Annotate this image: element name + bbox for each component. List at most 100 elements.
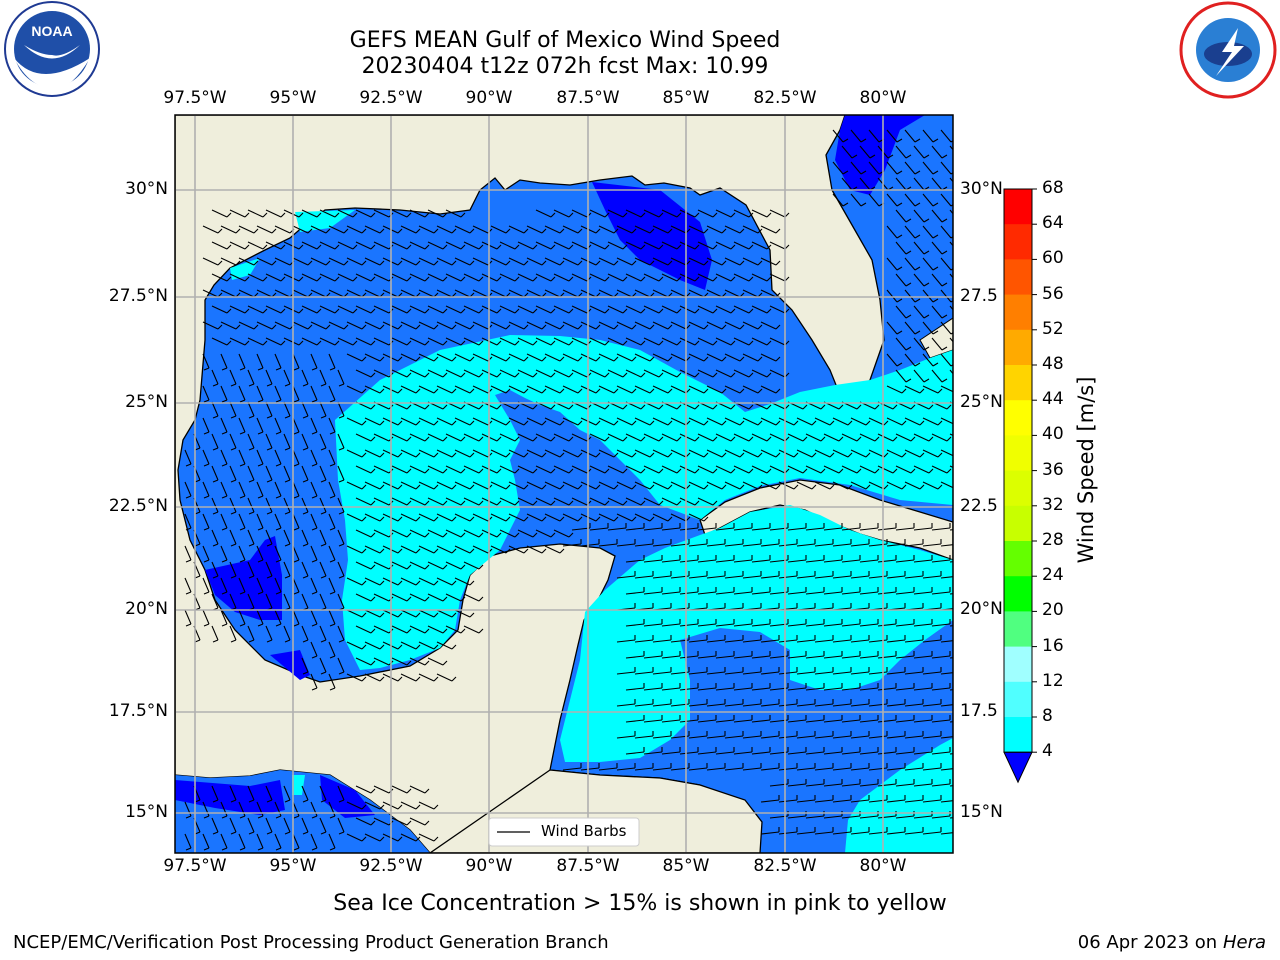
wind-barb: [202, 577, 210, 595]
wind-barb: [445, 465, 466, 474]
wind-barb: [580, 539, 600, 547]
wind-barb: [652, 731, 672, 739]
wind-barb: [337, 401, 345, 419]
wind-barb: [679, 715, 699, 723]
lat-tick-label-left: 30°N: [125, 179, 168, 199]
wind-barb: [256, 353, 264, 371]
wind-barb: [364, 545, 385, 554]
wind-barb: [319, 817, 327, 835]
wind-barb: [760, 571, 780, 579]
wind-barb: [607, 497, 628, 506]
wind-barb: [247, 433, 255, 451]
wind-barb: [589, 273, 610, 282]
wind-barb: [814, 481, 835, 490]
wind-barb: [238, 577, 246, 595]
wind-barb: [202, 481, 210, 499]
wind-barb: [229, 337, 250, 346]
wind-barb: [553, 529, 574, 538]
lon-tick-label: 95°W: [269, 856, 317, 876]
wind-barb: [445, 241, 466, 250]
wind-barb: [697, 465, 718, 474]
wind-barb: [940, 576, 953, 579]
wind-barb: [517, 497, 538, 506]
wind-barb: [652, 763, 672, 771]
wind-barb: [661, 715, 681, 723]
wind-barb: [940, 640, 953, 643]
wind-barb: [760, 257, 781, 266]
wind-barb: [310, 225, 331, 234]
noaa-logo: NOAA: [4, 1, 100, 97]
wind-barb: [247, 273, 268, 282]
wind-barb: [922, 417, 943, 426]
wind-barb: [265, 465, 273, 483]
wind-barb: [256, 225, 277, 234]
wind-barb: [418, 609, 439, 618]
wind-barb: [616, 481, 637, 490]
wind-barb: [634, 353, 655, 362]
wind-barb: [904, 827, 924, 835]
wind-barb: [184, 449, 192, 467]
wind-barb: [796, 571, 816, 579]
wind-barb: [652, 449, 673, 458]
colorbar-segment: [1004, 365, 1032, 401]
wind-barb: [760, 667, 780, 675]
wind-barb: [733, 651, 753, 659]
wind-barb: [301, 433, 309, 451]
wind-barb: [463, 561, 484, 570]
wind-barb: [742, 353, 763, 362]
wind-barb: [301, 529, 309, 547]
wind-barb: [400, 545, 421, 554]
wind-barb: [643, 555, 663, 563]
wind-barb: [490, 449, 511, 458]
wind-barb: [886, 257, 903, 271]
wind-barb: [643, 305, 664, 314]
wind-barb: [886, 417, 907, 426]
colorbar-segment: [1004, 576, 1032, 612]
wind-barb: [292, 353, 300, 371]
wind-barb: [418, 417, 439, 426]
wind-barb: [940, 800, 953, 803]
wind-barb: [904, 129, 921, 143]
wind-barb: [337, 209, 358, 218]
wind-barb: [643, 209, 664, 218]
wind-barb: [400, 513, 421, 522]
lon-tick-label: 85°W: [662, 856, 710, 876]
wind-barb: [544, 513, 565, 522]
wind-barb: [418, 545, 439, 554]
wind-barb: [634, 449, 655, 458]
wind-barb: [886, 321, 903, 335]
wind-barb: [436, 449, 457, 458]
wind-barb: [301, 497, 309, 515]
wind-barb: [652, 667, 672, 675]
wind-barb: [688, 257, 709, 266]
wind-barb: [535, 465, 556, 474]
wind-barb: [346, 353, 367, 362]
wind-barb: [868, 731, 888, 739]
wind-barb: [913, 273, 930, 287]
wind-barb: [364, 673, 385, 682]
wind-barb: [706, 449, 727, 458]
wind-barb: [337, 433, 345, 451]
wind-barb: [319, 785, 327, 803]
wind-barb: [445, 209, 466, 218]
wind-barb: [301, 369, 309, 387]
wind-barb: [877, 465, 898, 474]
wind-barb: [211, 561, 219, 579]
wind-barb: [454, 385, 475, 394]
wind-barb: [913, 209, 930, 223]
wind-barb: [616, 257, 637, 266]
wind-barb: [355, 369, 376, 378]
wind-barb: [625, 209, 646, 218]
wind-barb: [238, 385, 246, 403]
wind-barb: [580, 763, 600, 771]
wind-barb: [814, 731, 834, 739]
wind-barb: [940, 449, 953, 457]
wind-barb: [805, 779, 825, 787]
nws-logo: [1179, 1, 1277, 99]
wind-barb: [625, 587, 645, 595]
wind-barb: [706, 699, 726, 707]
wind-barb: [706, 353, 727, 362]
wind-barb: [247, 785, 255, 803]
wind-barb: [634, 731, 654, 739]
wind-barb: [751, 683, 771, 691]
